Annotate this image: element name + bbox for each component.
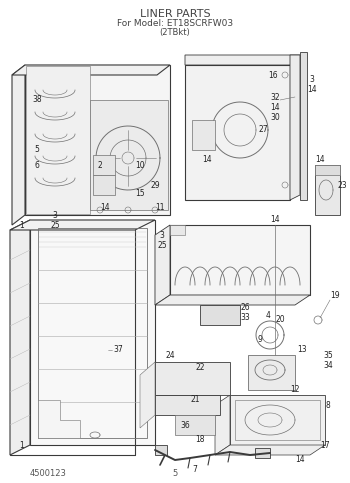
Polygon shape bbox=[26, 66, 90, 214]
Text: LINER PARTS: LINER PARTS bbox=[140, 9, 210, 19]
Text: 17: 17 bbox=[320, 440, 330, 450]
Text: 15: 15 bbox=[135, 188, 145, 198]
Text: 37: 37 bbox=[113, 345, 123, 355]
Polygon shape bbox=[175, 415, 215, 435]
Polygon shape bbox=[155, 225, 170, 305]
Text: 3: 3 bbox=[160, 230, 164, 240]
Polygon shape bbox=[185, 55, 300, 65]
Polygon shape bbox=[155, 362, 230, 395]
Text: 1: 1 bbox=[20, 440, 25, 450]
Text: 4500123: 4500123 bbox=[30, 469, 67, 478]
Text: 16: 16 bbox=[268, 71, 278, 80]
Text: 20: 20 bbox=[275, 315, 285, 325]
Polygon shape bbox=[155, 395, 220, 415]
Polygon shape bbox=[12, 65, 170, 75]
Text: 6: 6 bbox=[35, 160, 40, 170]
Polygon shape bbox=[170, 225, 185, 235]
Polygon shape bbox=[215, 395, 230, 455]
Text: 14: 14 bbox=[100, 202, 110, 212]
Text: 38: 38 bbox=[32, 96, 42, 104]
Text: 4: 4 bbox=[266, 311, 271, 319]
Text: 8: 8 bbox=[326, 400, 330, 410]
Text: 14: 14 bbox=[315, 156, 325, 165]
Text: 13: 13 bbox=[297, 345, 307, 355]
Text: 14: 14 bbox=[270, 215, 280, 225]
Text: 32: 32 bbox=[270, 93, 280, 101]
Polygon shape bbox=[255, 448, 270, 458]
Polygon shape bbox=[155, 295, 310, 305]
Polygon shape bbox=[140, 362, 155, 428]
Text: 10: 10 bbox=[135, 160, 145, 170]
Text: 11: 11 bbox=[155, 203, 165, 213]
Text: 36: 36 bbox=[180, 421, 190, 429]
Text: 5: 5 bbox=[172, 469, 177, 478]
Text: 19: 19 bbox=[330, 290, 340, 299]
Polygon shape bbox=[25, 65, 170, 215]
Text: 2: 2 bbox=[98, 160, 102, 170]
Polygon shape bbox=[12, 65, 25, 225]
Polygon shape bbox=[10, 220, 155, 230]
Text: 34: 34 bbox=[323, 360, 333, 369]
Text: 14: 14 bbox=[307, 85, 317, 95]
Text: 18: 18 bbox=[195, 436, 205, 444]
Text: 1: 1 bbox=[20, 221, 25, 229]
Text: 25: 25 bbox=[157, 241, 167, 250]
Text: 23: 23 bbox=[337, 181, 347, 189]
Polygon shape bbox=[155, 445, 167, 455]
Polygon shape bbox=[93, 155, 115, 175]
Text: 3: 3 bbox=[309, 75, 314, 85]
Polygon shape bbox=[315, 165, 340, 215]
Polygon shape bbox=[93, 175, 115, 195]
Text: 3: 3 bbox=[52, 211, 57, 219]
Polygon shape bbox=[200, 305, 240, 325]
Polygon shape bbox=[315, 165, 340, 175]
Text: 5: 5 bbox=[35, 145, 40, 155]
Polygon shape bbox=[185, 65, 290, 200]
Polygon shape bbox=[300, 52, 307, 200]
Text: 14: 14 bbox=[202, 156, 212, 165]
Text: 35: 35 bbox=[323, 351, 333, 359]
Text: 25: 25 bbox=[50, 221, 60, 229]
Text: (2TBkt): (2TBkt) bbox=[160, 28, 190, 38]
Text: 24: 24 bbox=[165, 351, 175, 359]
Text: 14: 14 bbox=[295, 455, 305, 465]
Polygon shape bbox=[38, 400, 80, 438]
Text: For Model: ET18SCRFW03: For Model: ET18SCRFW03 bbox=[117, 19, 233, 28]
Text: 21: 21 bbox=[190, 396, 200, 404]
Text: 12: 12 bbox=[290, 385, 300, 395]
Polygon shape bbox=[290, 55, 300, 200]
Text: 29: 29 bbox=[150, 181, 160, 189]
Polygon shape bbox=[230, 395, 325, 445]
Text: 22: 22 bbox=[195, 364, 205, 372]
Polygon shape bbox=[170, 225, 310, 295]
Polygon shape bbox=[248, 355, 295, 390]
Text: 27: 27 bbox=[258, 126, 268, 134]
Polygon shape bbox=[192, 120, 215, 150]
Polygon shape bbox=[10, 220, 30, 455]
Polygon shape bbox=[215, 445, 325, 455]
Text: 30: 30 bbox=[270, 113, 280, 122]
Text: 33: 33 bbox=[240, 313, 250, 323]
Text: 14: 14 bbox=[270, 102, 280, 112]
Text: 26: 26 bbox=[240, 303, 250, 313]
Text: 9: 9 bbox=[258, 336, 262, 344]
Polygon shape bbox=[90, 100, 168, 210]
Polygon shape bbox=[30, 220, 155, 445]
Text: 7: 7 bbox=[193, 466, 197, 474]
